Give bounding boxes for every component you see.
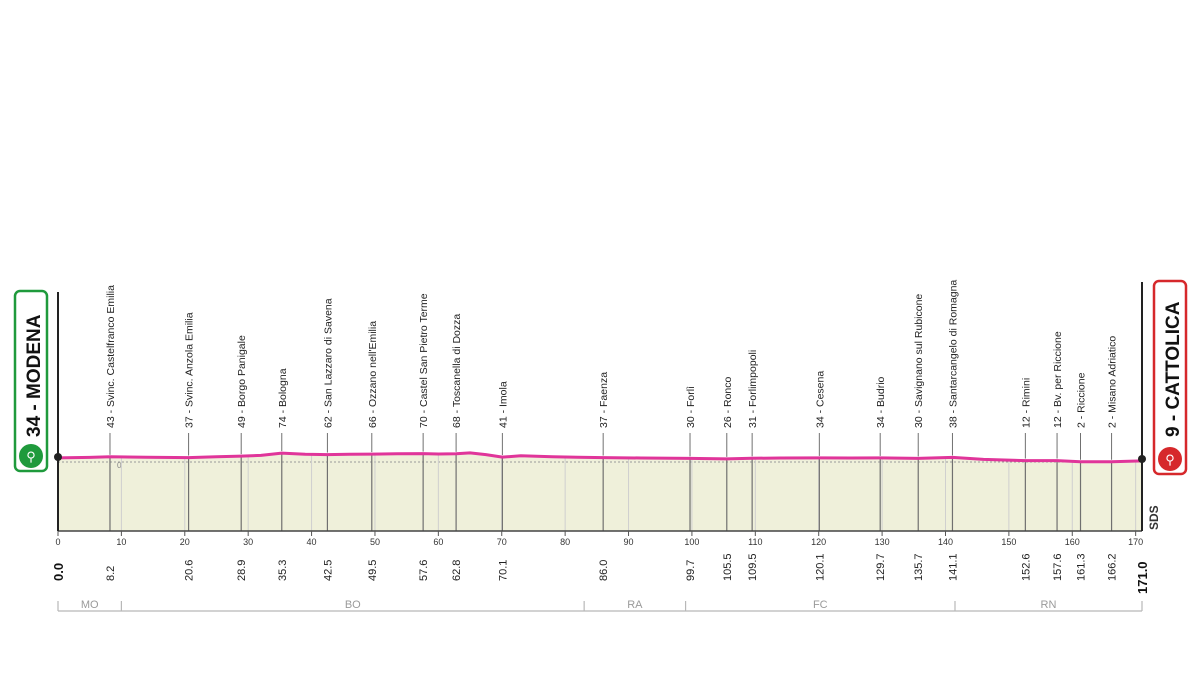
distance-labels: 8.2 20.6 28.9 35.3 42.5 49.5 57.6 62.8 70.1 86.0 9… [105, 553, 1119, 581]
bicycle-glyph: ⚲ [1165, 452, 1175, 467]
distance-label: 49.5 [367, 560, 379, 581]
x-tick-label: 80 [560, 537, 570, 547]
grid-lines [120, 453, 1137, 531]
bicycle-glyph: ⚲ [26, 449, 36, 464]
start-dot [54, 453, 62, 461]
x-tick-label: 110 [748, 537, 762, 547]
region-label: FC [813, 599, 828, 611]
distance-label: 129.7 [875, 553, 887, 581]
place-label: 49 - Borgo Panigale [236, 335, 248, 428]
place-label: 34 - Budrio [875, 376, 887, 428]
distance-label: 99.7 [685, 560, 697, 581]
place-label: 34 - Cesena [814, 371, 826, 428]
place-label: 38 - Santarcangelo di Romagna [947, 280, 959, 428]
distance-label: 109.5 [747, 553, 759, 581]
x-tick-label: 30 [243, 537, 253, 547]
distance-label: 161.3 [1076, 553, 1088, 581]
distance-label: 141.1 [947, 553, 959, 581]
place-label: 2 - Riccione [1076, 372, 1088, 428]
profile-area-fill [58, 452, 1142, 531]
finish-label: 9 - CATTOLICA [1163, 301, 1184, 437]
x-tick-labels: 0 10 20 30 40 50 60 70 80 90 100 110 120 130 140 150 160… [55, 531, 1143, 547]
distance-label: 70.1 [497, 560, 509, 581]
place-label: 37 - Svinc. Anzola Emilia [184, 312, 196, 428]
distance-label: 135.7 [913, 553, 925, 581]
distance-label: 8.2 [105, 566, 117, 581]
place-label: 74 - Bologna [277, 368, 289, 428]
x-tick-label: 150 [1001, 537, 1016, 547]
place-label: 62 - San Lazzaro di Savena [322, 298, 334, 428]
region-label: BO [345, 599, 361, 611]
place-label: 37 - Faenza [598, 372, 610, 428]
bicycle-finish-icon [1158, 447, 1182, 471]
x-tick-label: 50 [370, 537, 380, 547]
place-label: 66 - Ozzano nell'Emilia [367, 321, 379, 428]
bicycle-start-icon [19, 444, 43, 468]
region-label: MO [81, 599, 99, 611]
x-tick-label: 10 [116, 537, 126, 547]
start-km-label: 0.0 [51, 563, 66, 581]
region-label: RN [1041, 599, 1057, 611]
x-tick-label: 70 [497, 537, 507, 547]
distance-label: 86.0 [598, 560, 610, 581]
elevation-zero-label: 0 [117, 461, 122, 470]
distance-label: 62.8 [451, 560, 463, 581]
place-label: 12 - Bv. per Riccione [1052, 331, 1064, 428]
distance-label: 120.1 [814, 553, 826, 581]
place-label: 68 - Toscanella di Dozza [451, 314, 463, 428]
place-label: 31 - Forlimpopoli [747, 350, 759, 428]
x-tick-label: 100 [684, 537, 699, 547]
distance-label: 157.6 [1052, 553, 1064, 581]
brand-logo: SDS [1147, 505, 1161, 530]
x-tick-label: 40 [307, 537, 317, 547]
place-label: 26 - Ronco [722, 376, 734, 428]
place-label: 41 - Imola [497, 381, 509, 428]
distance-label: 20.6 [184, 560, 196, 581]
x-tick-label: 20 [180, 537, 190, 547]
x-tick-label: 170 [1128, 537, 1143, 547]
place-label: 12 - Rimini [1020, 378, 1032, 428]
place-label: 70 - Castel San Pietro Terme [418, 293, 430, 428]
x-tick-label: 130 [875, 537, 890, 547]
region-bands: MO BO RA FC RN [57, 599, 1143, 612]
x-tick-label: 160 [1065, 537, 1080, 547]
finish-badge-frame [1152, 279, 1188, 476]
finish-badge: 9 - CATTOLICA ⚲ [1152, 279, 1188, 476]
finish-km-label: 171.0 [1135, 561, 1150, 594]
place-label: 30 - Forlì [685, 386, 697, 428]
x-tick-label: 0 [55, 537, 60, 547]
place-lines [109, 433, 1113, 531]
distance-label: 35.3 [277, 560, 289, 581]
distance-label: 28.9 [236, 560, 248, 581]
start-label: 34 - MODENA [24, 314, 45, 437]
profile-line [57, 451, 1143, 464]
finish-dot [1138, 455, 1146, 463]
x-tick-label: 60 [433, 537, 443, 547]
distance-label: 105.5 [722, 553, 734, 581]
distance-label: 152.6 [1020, 553, 1032, 581]
place-label: 2 - Misano Adriatico [1107, 336, 1119, 428]
place-label: 43 - Svinc. Castelfranco Emilia [105, 285, 117, 428]
start-badge-frame [13, 289, 49, 473]
place-labels: 43 - Svinc. Castelfranco Emilia 37 - Svin… [105, 280, 1119, 428]
distance-label: 57.6 [418, 560, 430, 581]
distance-label: 166.2 [1107, 553, 1119, 581]
x-tick-label: 140 [938, 537, 953, 547]
place-label: 30 - Savignano sul Rubicone [913, 294, 925, 428]
x-tick-label: 90 [624, 537, 634, 547]
region-label: RA [627, 599, 643, 611]
x-tick-label: 120 [811, 537, 826, 547]
start-badge: 34 - MODENA ⚲ [13, 289, 49, 473]
distance-label: 42.5 [322, 560, 334, 581]
